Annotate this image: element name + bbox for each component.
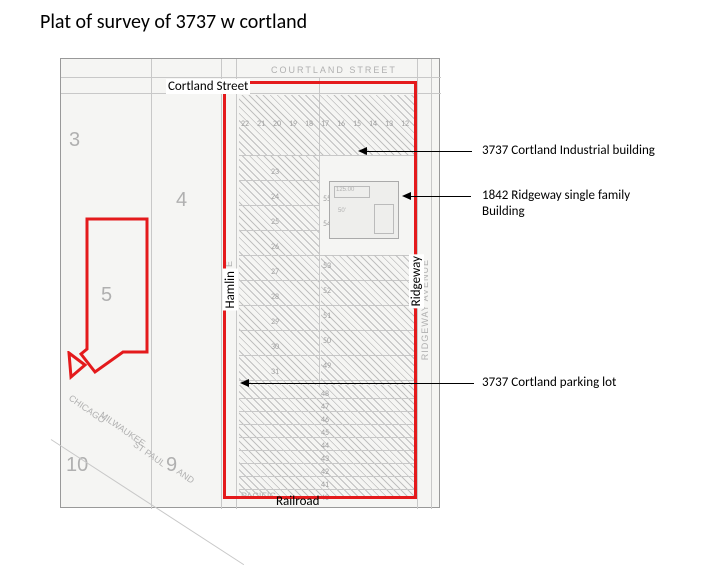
bg-street-top: COURTLAND STREET bbox=[271, 65, 397, 75]
callout-industrial: 3737 Cortland Industrial building bbox=[482, 143, 655, 159]
bg-rr-text: AND bbox=[175, 466, 196, 485]
arrow-line bbox=[367, 151, 472, 152]
callout-line1: 1842 Ridgeway single family bbox=[482, 188, 630, 203]
bg-line bbox=[221, 59, 222, 509]
street-label-railroad: Railroad bbox=[276, 494, 320, 509]
arrow-head-icon bbox=[358, 147, 367, 155]
arrow-head-icon bbox=[402, 192, 411, 200]
arrow-head-icon bbox=[240, 379, 249, 387]
arrow-line bbox=[249, 383, 474, 384]
street-label-ridgeway: Ridgeway bbox=[409, 254, 424, 308]
red-outline-secondary bbox=[81, 217, 153, 377]
bg-rr-text: ST PAUL bbox=[131, 439, 167, 468]
red-outline-tri bbox=[67, 351, 91, 381]
bg-lot-num: 4 bbox=[176, 189, 187, 212]
callout-line2: Building bbox=[482, 204, 525, 219]
arrow-line bbox=[411, 196, 471, 197]
bg-line bbox=[61, 77, 441, 78]
red-outline-main bbox=[223, 81, 417, 499]
street-label-cortland: Cortland Street bbox=[166, 79, 250, 94]
bg-line bbox=[431, 59, 432, 509]
callout-single-family: 1842 Ridgeway single family Building bbox=[482, 188, 630, 219]
callout-parking: 3737 Cortland parking lot bbox=[482, 375, 616, 391]
plat-survey-drawing: COURTLAND STREET 3 4 5 10 9 CHICAGO MILW… bbox=[60, 58, 440, 508]
street-label-hamlin: Hamlin bbox=[223, 269, 238, 311]
bg-lot-num: 3 bbox=[69, 129, 80, 152]
page-title: Plat of survey of 3737 w cortland bbox=[40, 10, 307, 34]
